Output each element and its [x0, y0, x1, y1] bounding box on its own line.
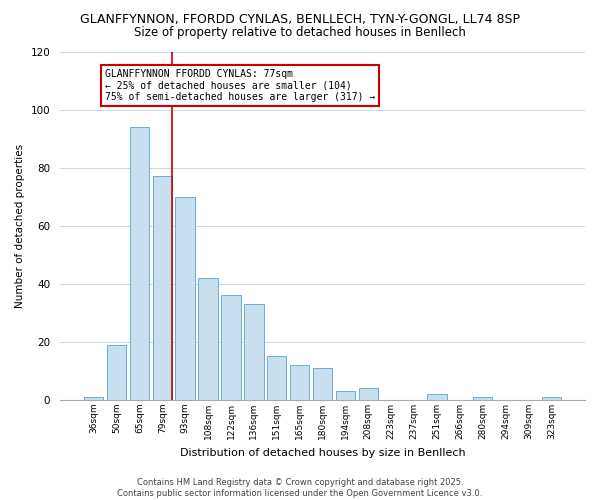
Bar: [175, 196, 195, 400]
Bar: [473, 397, 493, 400]
Bar: [107, 345, 126, 400]
Bar: [335, 392, 355, 400]
Bar: [542, 397, 561, 400]
Bar: [267, 356, 286, 400]
Bar: [152, 176, 172, 400]
Bar: [290, 365, 310, 400]
Bar: [130, 127, 149, 400]
Bar: [84, 397, 103, 400]
Text: GLANFFYNNON, FFORDD CYNLAS, BENLLECH, TYN-Y-GONGL, LL74 8SP: GLANFFYNNON, FFORDD CYNLAS, BENLLECH, TY…: [80, 12, 520, 26]
Bar: [244, 304, 263, 400]
Bar: [427, 394, 446, 400]
Text: GLANFFYNNON FFORDD CYNLAS: 77sqm
← 25% of detached houses are smaller (104)
75% : GLANFFYNNON FFORDD CYNLAS: 77sqm ← 25% o…: [105, 69, 376, 102]
Bar: [313, 368, 332, 400]
Bar: [221, 296, 241, 400]
Text: Contains HM Land Registry data © Crown copyright and database right 2025.
Contai: Contains HM Land Registry data © Crown c…: [118, 478, 482, 498]
Bar: [199, 278, 218, 400]
Bar: [359, 388, 378, 400]
X-axis label: Distribution of detached houses by size in Benllech: Distribution of detached houses by size …: [180, 448, 466, 458]
Text: Size of property relative to detached houses in Benllech: Size of property relative to detached ho…: [134, 26, 466, 39]
Y-axis label: Number of detached properties: Number of detached properties: [15, 144, 25, 308]
